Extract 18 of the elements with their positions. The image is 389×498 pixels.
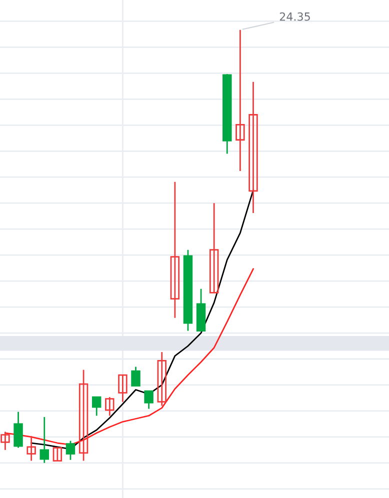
- candlestick: [92, 396, 102, 416]
- candlestick: [118, 374, 128, 403]
- candlestick: [157, 351, 166, 406]
- candlestick: [144, 390, 154, 410]
- candlestick: [236, 29, 245, 172]
- candlestick: [248, 81, 258, 214]
- text: 24.35: [280, 12, 310, 21]
- candlestick: [0, 431, 10, 451]
- candlestick: [52, 447, 62, 462]
- candlestick: [131, 366, 140, 387]
- candlestick: [105, 396, 114, 416]
- candlestick: [26, 435, 36, 462]
- candlestick: [78, 369, 88, 462]
- candlestick: [66, 440, 76, 461]
- candlestick: [14, 411, 23, 448]
- candlestick: [40, 416, 49, 464]
- candlestick: [170, 181, 180, 319]
- candlestick: [209, 202, 219, 294]
